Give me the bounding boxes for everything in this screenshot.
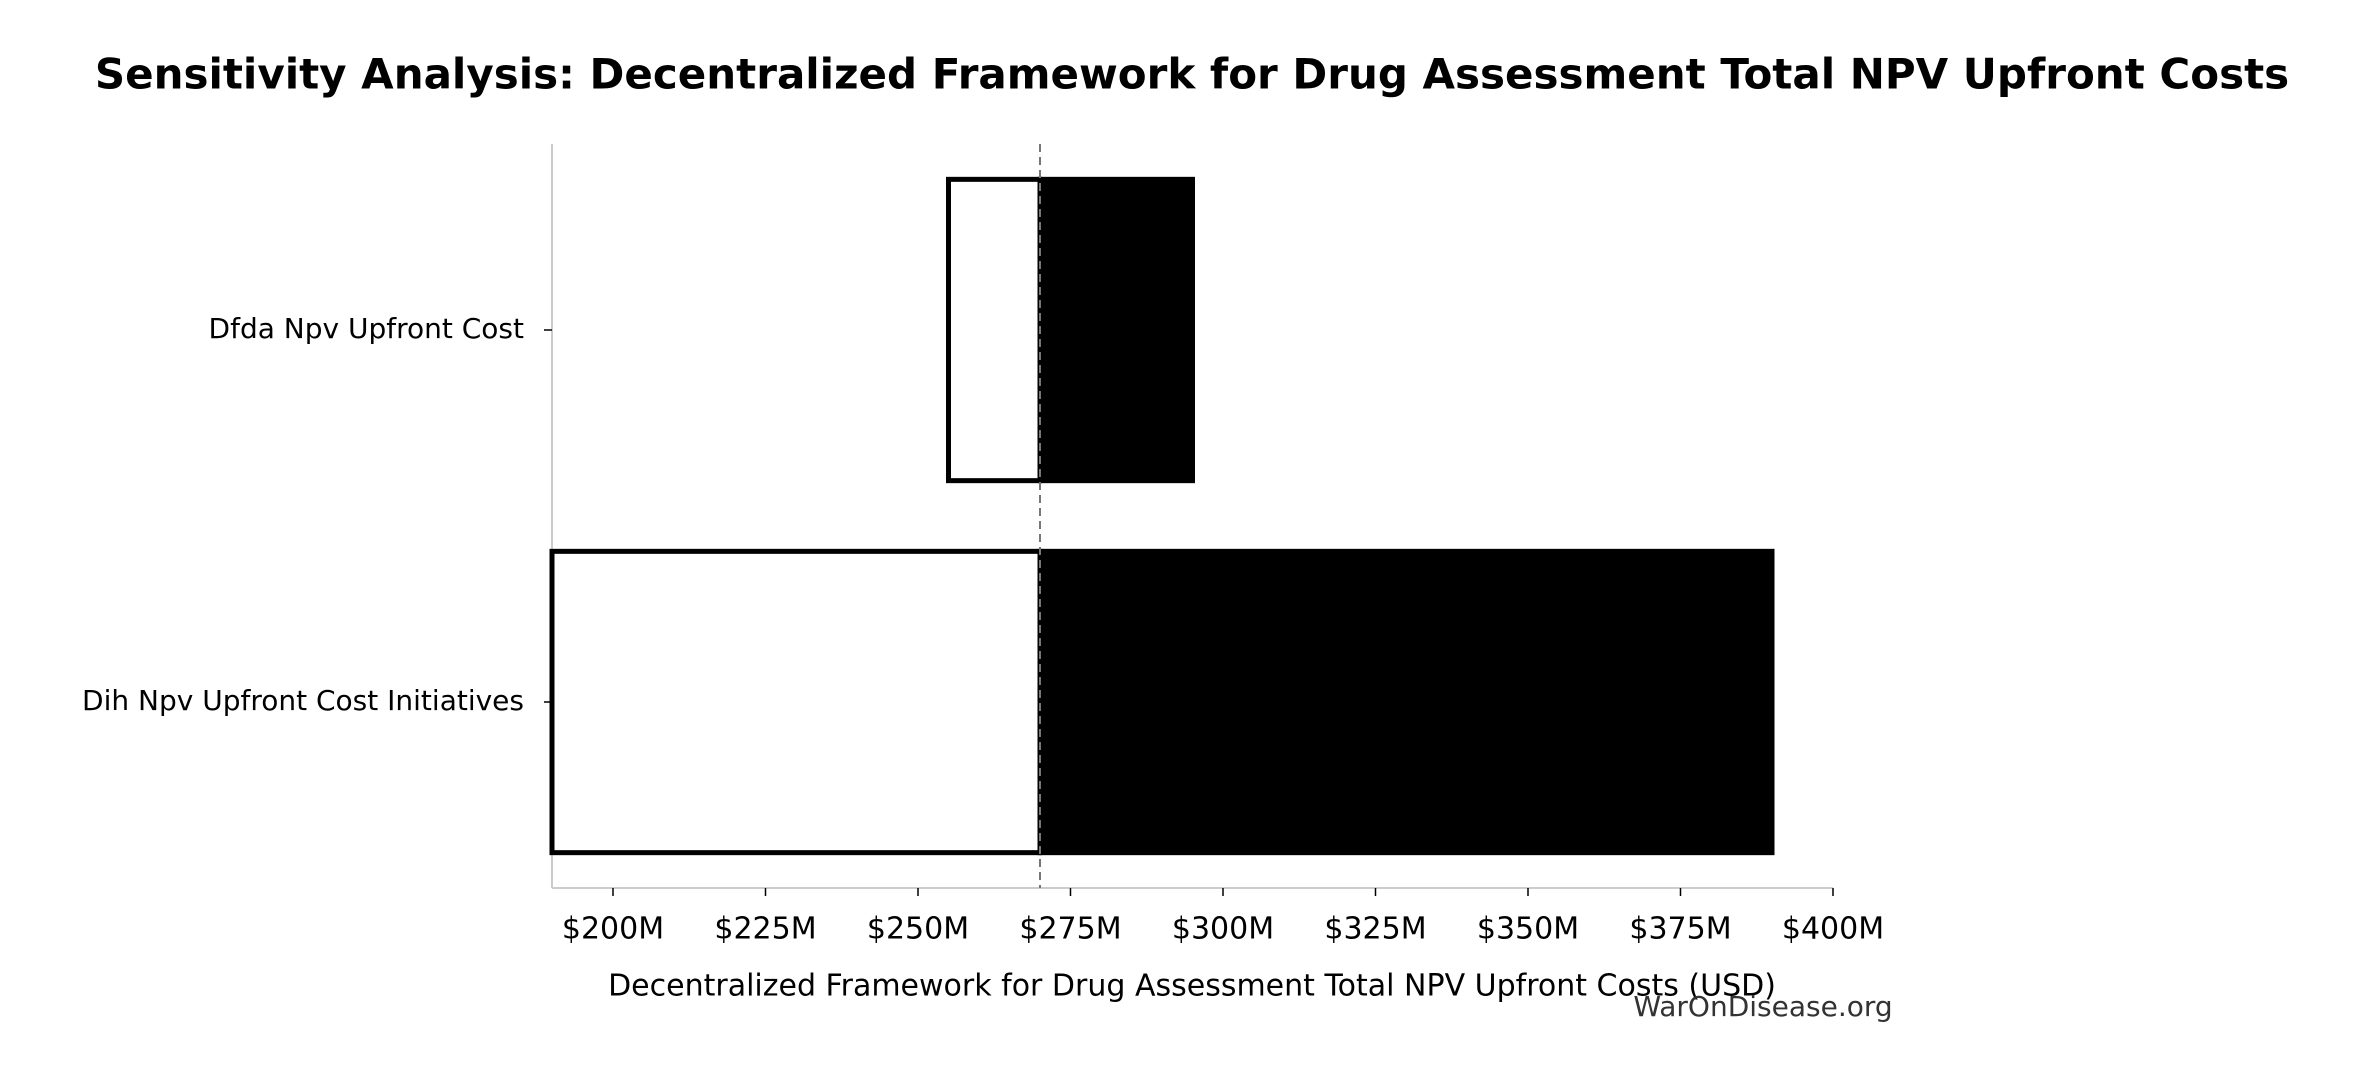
- x-tick-label: $200M: [562, 912, 664, 947]
- chart-title: Sensitivity Analysis: Decentralized Fram…: [95, 50, 2289, 99]
- x-tick-label: $375M: [1629, 912, 1731, 947]
- bar: [1037, 176, 1195, 484]
- bar: [549, 548, 1043, 856]
- x-axis-label: Decentralized Framework for Drug Assessm…: [608, 969, 1776, 1004]
- x-tick-label: $350M: [1477, 912, 1579, 947]
- y-tick-label: Dih Npv Upfront Cost Initiatives: [82, 684, 524, 717]
- x-tick-label: $275M: [1019, 912, 1121, 947]
- bar: [946, 176, 1043, 484]
- x-tick-label: $300M: [1172, 912, 1274, 947]
- x-tick-label: $250M: [867, 912, 969, 947]
- watermark: WarOnDisease.org: [1633, 990, 1892, 1023]
- bar: [1037, 548, 1775, 856]
- x-tick-label: $225M: [714, 912, 816, 947]
- x-tick-label: $325M: [1324, 912, 1426, 947]
- y-tick-label: Dfda Npv Upfront Cost: [209, 312, 524, 345]
- x-tick-label: $400M: [1782, 912, 1884, 947]
